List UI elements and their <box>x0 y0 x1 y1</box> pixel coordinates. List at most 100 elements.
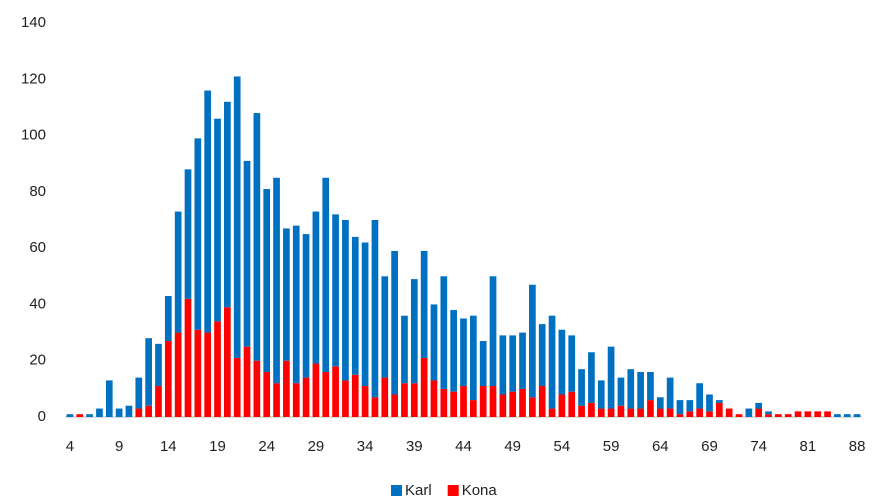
bar-segment <box>243 346 251 417</box>
x-tick-label: 54 <box>554 438 571 455</box>
bar-segment <box>391 394 398 417</box>
bar-segment <box>499 394 507 417</box>
bar-segment <box>135 408 143 417</box>
bar-segment <box>715 402 723 417</box>
bar-segment <box>253 113 261 361</box>
bar-segment <box>607 408 615 417</box>
bar-segment <box>529 284 536 398</box>
y-tick-label: 20 <box>29 352 46 369</box>
bar-segment <box>538 386 546 417</box>
bar-segment <box>509 391 517 417</box>
bar-segment <box>538 324 546 387</box>
bar-segment <box>666 408 674 417</box>
bar-segment <box>440 388 448 417</box>
bar-segment <box>312 211 320 364</box>
bar-segment <box>578 369 585 406</box>
bar-segment <box>715 400 723 403</box>
bar-segment <box>617 377 625 406</box>
bar-segment <box>233 76 241 358</box>
x-tick-label: 39 <box>406 438 423 455</box>
x-tick-label: 29 <box>308 438 325 455</box>
bar-segment <box>696 408 703 417</box>
legend-swatch <box>391 485 402 496</box>
bar-segment <box>696 383 703 409</box>
bar-segment <box>332 366 339 417</box>
bar-segment <box>519 332 526 389</box>
bar-segment <box>214 321 221 417</box>
bar-segment <box>430 304 438 381</box>
bar-segment <box>548 408 556 417</box>
x-tick-label: 44 <box>455 438 472 455</box>
bar-segment <box>351 374 359 417</box>
bar-segment <box>755 408 763 417</box>
bar-segment <box>676 400 684 415</box>
bar-segment <box>529 397 536 417</box>
bar-segment <box>430 380 438 417</box>
bar-segment <box>420 357 428 417</box>
x-tick-label: 64 <box>652 438 669 455</box>
bar-segment <box>115 408 123 417</box>
bar-segment <box>381 276 389 378</box>
bar-segment <box>204 332 212 417</box>
x-tick-label: 4 <box>66 438 74 455</box>
bar-segment <box>292 225 300 384</box>
bar-segment <box>479 341 487 387</box>
x-tick-label: 9 <box>115 438 123 455</box>
bar-segment <box>666 377 674 409</box>
x-tick-label: 81 <box>800 438 817 455</box>
bar-segment <box>755 402 763 409</box>
bar-segment <box>794 411 802 417</box>
bar-segment <box>745 408 753 417</box>
bar-segment <box>814 411 822 417</box>
bar-segment <box>105 380 113 417</box>
bar-segment <box>174 211 182 333</box>
bar-segment <box>66 414 74 417</box>
y-tick-label: 120 <box>21 70 46 87</box>
bar-segment <box>656 397 664 409</box>
bar-segment <box>322 371 330 417</box>
bar-segment <box>558 394 566 417</box>
bar-segment <box>637 371 644 409</box>
bar-segment <box>410 383 418 417</box>
x-tick-label: 24 <box>258 438 275 455</box>
legend-label: Karl <box>405 482 432 499</box>
bar-segment <box>686 400 694 412</box>
bar-segment <box>155 386 162 417</box>
legend-swatch <box>447 485 459 496</box>
bar-segment <box>135 377 143 409</box>
bar-segment <box>233 357 241 417</box>
bar-segment <box>410 279 418 384</box>
bar-segment <box>164 295 172 342</box>
bar-segment <box>843 414 851 417</box>
bar-segment <box>322 177 330 372</box>
bar-segment <box>145 338 152 406</box>
bar-segment <box>588 402 595 417</box>
bar-segment <box>450 310 458 392</box>
bar-segment <box>784 414 792 417</box>
bar-segment <box>627 369 635 409</box>
bar-segment <box>263 371 271 417</box>
y-tick-label: 100 <box>21 127 46 144</box>
y-tick-label: 40 <box>29 295 46 312</box>
bar-segment <box>302 234 310 378</box>
bar-segment <box>450 391 458 417</box>
bar-segment <box>519 388 526 417</box>
bar-segment <box>578 405 585 417</box>
x-tick-label: 49 <box>504 438 521 455</box>
bar-segment <box>312 363 320 417</box>
bar-segment <box>824 411 831 417</box>
bar-segment <box>194 329 202 417</box>
y-tick-label: 140 <box>21 14 46 31</box>
bar-segment <box>706 394 713 412</box>
bar-segment <box>184 298 192 417</box>
bar-segment <box>194 138 202 330</box>
bar-segment <box>706 411 713 417</box>
bar-segment <box>155 343 162 387</box>
legend-label: Kona <box>462 482 498 499</box>
bar-segment <box>391 250 398 395</box>
bar-segment <box>548 315 556 409</box>
bar-segment <box>263 189 271 372</box>
bar-segment <box>204 90 212 333</box>
bar-segment <box>479 386 487 417</box>
y-tick-label: 60 <box>29 239 46 256</box>
